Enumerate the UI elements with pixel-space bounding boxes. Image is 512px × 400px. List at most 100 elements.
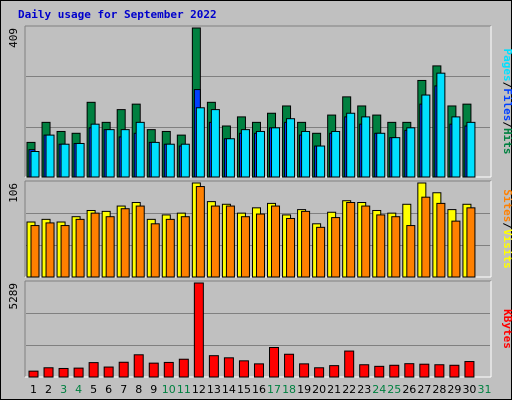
- kbytes-bar: [329, 365, 340, 378]
- kbytes-bar: [359, 364, 370, 378]
- pages-bar: [451, 116, 461, 178]
- legend-pages-files-hits-part: Hits: [501, 128, 512, 155]
- day-label: 2: [45, 383, 52, 396]
- sites-bar: [436, 202, 446, 278]
- sites-bar: [286, 217, 296, 278]
- kbytes-bar: [389, 364, 400, 378]
- sites-bar: [406, 225, 416, 278]
- kbytes-bar: [223, 357, 234, 378]
- day-label: 12: [192, 383, 206, 396]
- pages-bar: [165, 143, 175, 178]
- legend-pages-files-hits-part: Pages: [501, 49, 512, 82]
- kbytes-bar: [299, 363, 310, 378]
- day-label: 21: [327, 383, 341, 396]
- kbytes-bar: [284, 353, 295, 378]
- day-label: 30: [462, 383, 476, 396]
- pages-bar: [301, 130, 311, 178]
- sites-bar: [301, 210, 311, 278]
- sites-bar: [30, 225, 40, 278]
- chart-title: Daily usage for September 2022: [18, 8, 217, 21]
- kbytes-bar: [269, 346, 280, 378]
- kbytes-bar: [374, 365, 385, 378]
- kbytes-bar: [344, 350, 355, 378]
- pages-bar: [195, 107, 205, 178]
- pages-bar: [255, 130, 265, 178]
- kbytes-bar: [28, 370, 39, 378]
- day-label: 8: [135, 383, 142, 396]
- sites-bar: [271, 205, 281, 278]
- pages-bar: [391, 137, 401, 178]
- kbytes-bar: [419, 363, 430, 378]
- day-label: 1: [30, 383, 37, 396]
- day-label: 16: [252, 383, 266, 396]
- kbytes-bar: [43, 367, 54, 378]
- pages-bar: [421, 94, 431, 178]
- pages-bar: [60, 143, 70, 178]
- visits-max-label: 106: [7, 183, 20, 203]
- sites-bar: [165, 218, 175, 278]
- pages-bar: [406, 127, 416, 178]
- kbytes-bar: [73, 367, 84, 378]
- pages-bar: [271, 127, 281, 178]
- pages-bar: [180, 143, 190, 178]
- sites-bar: [75, 218, 85, 278]
- sites-bar: [180, 216, 190, 278]
- pages-bar: [135, 121, 145, 178]
- sites-bar: [346, 202, 356, 278]
- pages-bar: [376, 132, 386, 178]
- day-label: 10: [162, 383, 176, 396]
- kbytes-bar: [208, 355, 219, 378]
- kbytes-bar: [118, 361, 129, 378]
- pages-bar: [240, 129, 250, 178]
- hits-max-label: 409: [7, 28, 20, 48]
- sites-bar: [376, 214, 386, 278]
- day-label: 29: [447, 383, 461, 396]
- legend-pages-files-hits-part: /: [501, 121, 512, 128]
- day-label: 17: [267, 383, 281, 396]
- kbytes-bar: [464, 361, 475, 378]
- day-label: 18: [282, 383, 296, 396]
- kbytes-bar: [253, 363, 264, 378]
- kbytes-bar: [163, 361, 174, 378]
- sites-bar: [120, 208, 130, 278]
- day-label: 3: [60, 383, 67, 396]
- day-label: 15: [237, 383, 251, 396]
- day-label: 23: [357, 383, 371, 396]
- pages-bar: [466, 121, 476, 178]
- pages-bar: [225, 138, 235, 178]
- pages-bar: [436, 72, 446, 178]
- day-label: 19: [297, 383, 311, 396]
- kbytes-bar: [238, 360, 249, 378]
- sites-bar: [391, 216, 401, 278]
- kbytes-bar: [133, 354, 144, 378]
- day-label: 6: [105, 383, 112, 396]
- sites-bar: [316, 226, 326, 278]
- legend-kbytes-part: KBytes: [501, 309, 512, 349]
- pages-bar: [346, 112, 356, 178]
- day-label: 13: [207, 383, 221, 396]
- day-label: 9: [150, 383, 157, 396]
- sites-bar: [240, 216, 250, 278]
- sites-bar: [451, 220, 461, 278]
- pages-bar: [210, 109, 220, 178]
- kbytes-bar: [434, 364, 445, 378]
- kbytes-max-label: 5289: [7, 283, 20, 310]
- day-label: 27: [417, 383, 431, 396]
- day-label: 7: [120, 383, 127, 396]
- pages-bar: [45, 134, 55, 178]
- kbytes-bar: [103, 366, 114, 378]
- sites-bar: [60, 225, 70, 278]
- day-label: 31: [477, 383, 491, 396]
- sites-bar: [255, 213, 265, 278]
- sites-bar: [361, 205, 371, 278]
- legend-pages-files-hits-part: /: [501, 82, 512, 89]
- pages-bar: [316, 145, 326, 178]
- day-label: 5: [90, 383, 97, 396]
- pages-bar: [120, 129, 130, 178]
- kbytes-bar: [178, 358, 189, 378]
- sites-bar: [331, 217, 341, 278]
- day-label: 11: [177, 383, 191, 396]
- pages-bar: [361, 116, 371, 178]
- sites-bar: [195, 186, 205, 278]
